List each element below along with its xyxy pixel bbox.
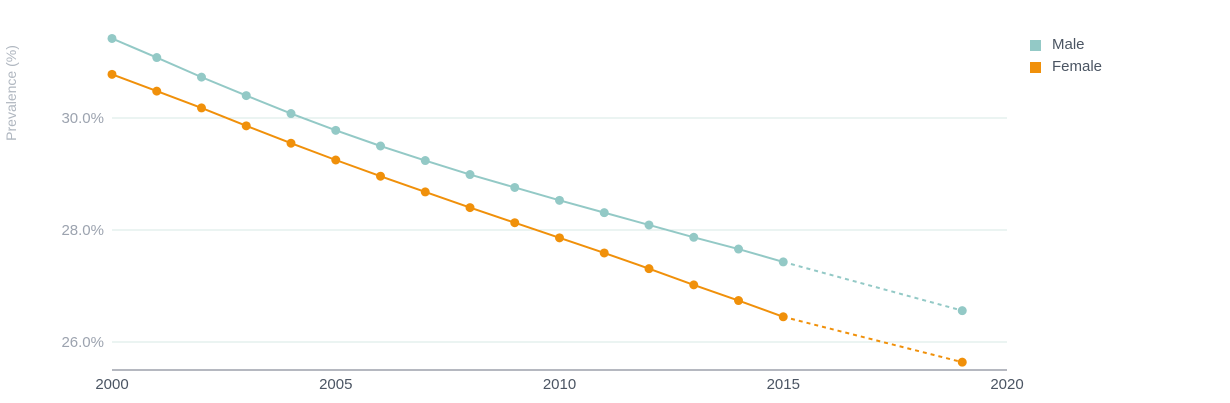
data-point xyxy=(197,103,206,113)
data-point xyxy=(465,203,475,213)
data-point xyxy=(689,232,699,242)
data-point xyxy=(689,280,699,290)
x-tick-label: 2020 xyxy=(990,376,1023,393)
series-projection-line xyxy=(783,315,963,364)
data-point xyxy=(331,155,341,165)
y-axis-title: Prevalence (%) xyxy=(3,45,19,141)
legend-swatch-female xyxy=(1030,61,1041,73)
data-point xyxy=(465,170,475,180)
legend-item-female[interactable]: Female xyxy=(1030,55,1102,77)
data-point xyxy=(376,171,385,181)
data-point xyxy=(420,187,430,197)
data-point xyxy=(107,69,117,79)
series-line xyxy=(111,37,784,263)
data-point xyxy=(555,233,564,243)
legend-swatch-male xyxy=(1030,39,1041,51)
data-point xyxy=(555,195,564,205)
data-point xyxy=(376,141,385,151)
gridlines xyxy=(112,117,1007,343)
legend-label-female: Female xyxy=(1052,57,1103,75)
data-point xyxy=(241,91,251,101)
data-point xyxy=(286,138,296,148)
legend-item-male[interactable]: Male xyxy=(1030,33,1102,55)
data-point xyxy=(644,264,654,274)
data-point xyxy=(152,53,162,63)
data-point xyxy=(107,33,117,43)
series-projection-line xyxy=(782,260,963,312)
axes: 26.0% 28.0% 30.0% 2000 2005 2010 2015 2020 xyxy=(61,110,1023,393)
data-point xyxy=(778,312,788,322)
series-line xyxy=(111,73,784,318)
data-point xyxy=(644,220,654,230)
data-point-projected xyxy=(957,306,967,316)
data-point-projected xyxy=(957,357,967,367)
legend: Male Female xyxy=(1030,33,1102,77)
data-point xyxy=(734,296,743,306)
data-point xyxy=(599,208,609,218)
data-point xyxy=(599,248,609,258)
data-point xyxy=(152,86,162,96)
y-tick-label: 26.0% xyxy=(61,334,104,351)
data-point xyxy=(778,257,788,267)
data-point xyxy=(510,182,520,192)
x-tick-label: 2015 xyxy=(767,376,800,393)
data-point xyxy=(241,121,251,131)
data-point xyxy=(197,72,206,82)
series-male xyxy=(107,33,967,316)
data-point xyxy=(734,244,743,254)
data-point xyxy=(510,218,520,228)
series-group xyxy=(107,33,967,367)
y-tick-label: 28.0% xyxy=(61,222,104,239)
y-tick-label: 30.0% xyxy=(61,110,104,127)
data-point xyxy=(420,156,430,166)
x-tick-label: 2005 xyxy=(319,376,352,393)
series-female xyxy=(107,69,967,367)
data-point xyxy=(331,125,341,135)
legend-label-male: Male xyxy=(1052,35,1085,53)
x-tick-label: 2000 xyxy=(95,376,128,393)
data-point xyxy=(286,109,296,119)
x-tick-label: 2010 xyxy=(543,376,576,393)
